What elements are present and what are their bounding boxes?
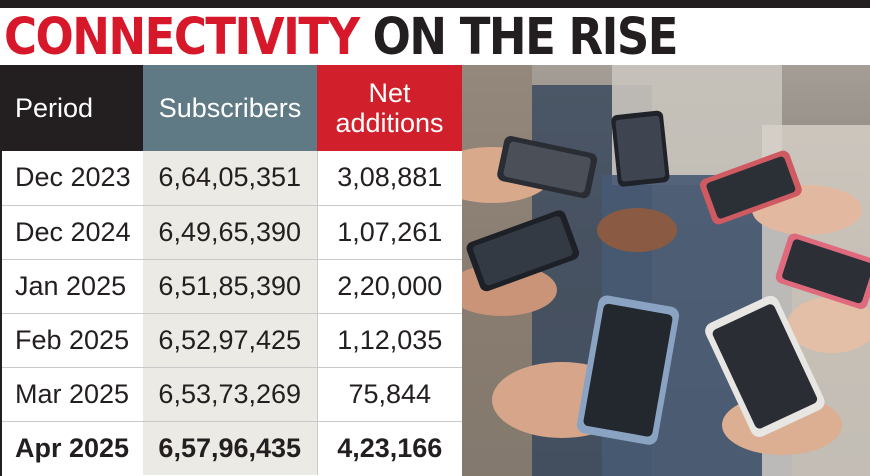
photo-hands-with-smartphones <box>462 65 870 476</box>
cell-subscribers: 6,64,05,351 <box>143 151 317 206</box>
header-period: Period <box>2 65 143 151</box>
table-row: Jan 2025 6,51,85,390 2,20,000 <box>2 259 462 314</box>
header-net-line2: additions <box>335 108 444 138</box>
headline-part-red: CONNECTIVITY <box>4 6 360 66</box>
cell-net-additions: 1,12,035 <box>316 313 462 368</box>
table-left-border <box>0 65 2 476</box>
top-rule <box>0 0 870 8</box>
headline-part-dark: ON THE RISE <box>372 6 679 66</box>
header-net-line1: Net <box>368 78 411 108</box>
cell-subscribers: 6,49,65,390 <box>143 205 317 260</box>
cell-net-additions: 3,08,881 <box>316 151 462 206</box>
cell-period: Mar 2025 <box>2 367 143 422</box>
table-row-latest: Apr 2025 6,57,96,435 4,23,166 <box>2 421 462 475</box>
cell-period: Dec 2023 <box>2 151 143 206</box>
table-row: Feb 2025 6,52,97,425 1,12,035 <box>2 313 462 368</box>
cell-subscribers: 6,57,96,435 <box>143 421 317 475</box>
cell-net-additions: 75,844 <box>316 367 462 422</box>
table-header-row: Period Subscribers Net additions <box>2 65 462 151</box>
cell-period: Dec 2024 <box>2 205 143 260</box>
header-net-additions: Net additions <box>317 65 462 151</box>
smartphones-illustration <box>462 65 870 476</box>
cell-subscribers: 6,51,85,390 <box>143 259 317 314</box>
table-row: Dec 2024 6,49,65,390 1,07,261 <box>2 205 462 260</box>
headline: CONNECTIVITY ON THE RISE <box>4 5 864 68</box>
cell-period: Jan 2025 <box>2 259 143 314</box>
cell-period: Apr 2025 <box>2 421 143 475</box>
cell-subscribers: 6,53,73,269 <box>143 367 317 422</box>
cell-net-additions: 2,20,000 <box>316 259 462 314</box>
cell-subscribers: 6,52,97,425 <box>143 313 317 368</box>
header-subscribers: Subscribers <box>143 65 317 151</box>
table-row: Mar 2025 6,53,73,269 75,844 <box>2 367 462 422</box>
cell-net-additions: 1,07,261 <box>316 205 462 260</box>
subscriber-table: Period Subscribers Net additions Dec 202… <box>2 65 462 475</box>
cell-period: Feb 2025 <box>2 313 143 368</box>
cell-net-additions: 4,23,166 <box>316 421 462 475</box>
table-row: Dec 2023 6,64,05,351 3,08,881 <box>2 151 462 206</box>
